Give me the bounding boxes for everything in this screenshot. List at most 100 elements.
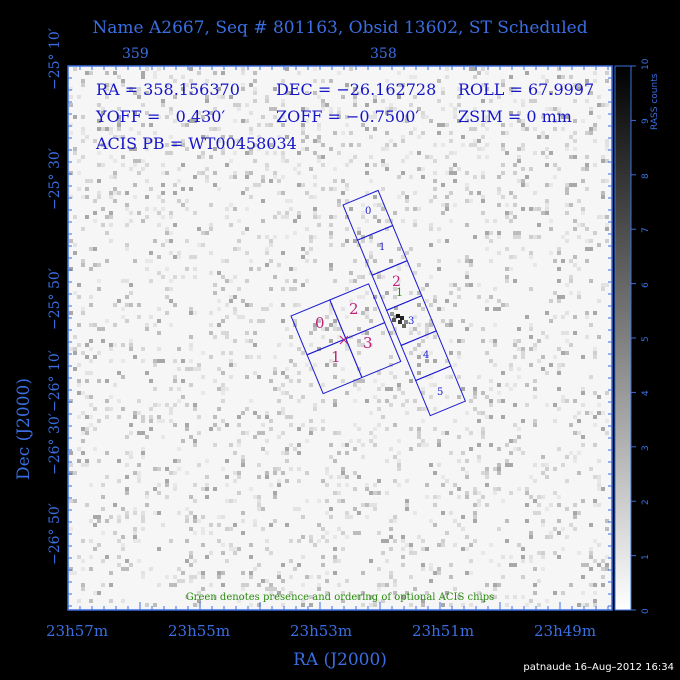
noise-pixel xyxy=(477,455,481,459)
noise-pixel xyxy=(433,335,437,339)
noise-pixel xyxy=(185,539,189,543)
noise-pixel xyxy=(189,307,193,311)
noise-pixel xyxy=(481,67,485,71)
noise-pixel xyxy=(353,531,357,535)
noise-pixel xyxy=(413,95,417,99)
noise-pixel xyxy=(213,71,217,75)
noise-pixel xyxy=(597,411,601,415)
noise-pixel xyxy=(501,123,505,127)
noise-pixel xyxy=(149,187,153,191)
noise-pixel xyxy=(545,135,549,139)
noise-pixel xyxy=(113,531,117,535)
noise-pixel xyxy=(573,399,577,403)
noise-pixel xyxy=(229,135,233,139)
noise-pixel xyxy=(169,411,173,415)
noise-pixel xyxy=(353,103,357,107)
noise-pixel xyxy=(89,371,93,375)
noise-pixel xyxy=(457,95,461,99)
noise-pixel xyxy=(233,139,237,143)
noise-pixel xyxy=(189,383,193,387)
noise-pixel xyxy=(285,375,289,379)
noise-pixel xyxy=(157,115,161,119)
noise-pixel xyxy=(333,559,337,563)
noise-pixel xyxy=(225,423,229,427)
noise-pixel xyxy=(537,579,541,583)
noise-pixel xyxy=(541,523,545,527)
noise-pixel xyxy=(77,379,81,383)
noise-pixel xyxy=(473,143,477,147)
noise-pixel xyxy=(565,187,569,191)
noise-pixel xyxy=(417,355,421,359)
noise-pixel xyxy=(449,339,453,343)
noise-pixel xyxy=(93,199,97,203)
noise-pixel xyxy=(509,367,513,371)
noise-pixel xyxy=(333,167,337,171)
noise-pixel xyxy=(241,587,245,591)
noise-pixel xyxy=(517,447,521,451)
noise-pixel xyxy=(545,203,549,207)
noise-pixel xyxy=(421,407,425,411)
noise-pixel xyxy=(101,583,105,587)
noise-pixel xyxy=(593,603,597,607)
noise-pixel xyxy=(505,539,509,543)
noise-pixel xyxy=(137,463,141,467)
noise-pixel xyxy=(313,403,317,407)
noise-pixel xyxy=(93,219,97,223)
noise-pixel xyxy=(269,587,273,591)
noise-pixel xyxy=(473,387,477,391)
noise-pixel xyxy=(113,323,117,327)
noise-pixel xyxy=(333,131,337,135)
noise-pixel xyxy=(209,127,213,131)
noise-pixel xyxy=(473,395,477,399)
noise-pixel xyxy=(357,475,361,479)
noise-pixel xyxy=(117,399,121,403)
noise-pixel xyxy=(297,303,301,307)
noise-pixel xyxy=(109,571,113,575)
noise-pixel xyxy=(553,107,557,111)
noise-pixel xyxy=(265,247,269,251)
noise-pixel xyxy=(89,539,93,543)
noise-pixel xyxy=(497,467,501,471)
noise-pixel xyxy=(245,151,249,155)
noise-pixel xyxy=(85,187,89,191)
noise-pixel xyxy=(417,151,421,155)
noise-pixel xyxy=(301,123,305,127)
noise-pixel xyxy=(313,323,317,327)
noise-pixel xyxy=(517,235,521,239)
noise-pixel xyxy=(285,135,289,139)
noise-pixel xyxy=(497,399,501,403)
colorbar-tick-label: 3 xyxy=(641,445,651,451)
noise-pixel xyxy=(557,111,561,115)
noise-pixel xyxy=(429,351,433,355)
noise-pixel xyxy=(509,491,513,495)
noise-pixel xyxy=(477,503,481,507)
noise-pixel xyxy=(329,267,333,271)
noise-pixel xyxy=(369,343,373,347)
noise-pixel xyxy=(333,403,337,407)
noise-pixel xyxy=(121,547,125,551)
noise-pixel xyxy=(597,503,601,507)
noise-pixel xyxy=(125,303,129,307)
noise-pixel xyxy=(169,299,173,303)
noise-pixel xyxy=(157,467,161,471)
noise-pixel xyxy=(249,603,253,607)
noise-pixel xyxy=(229,527,233,531)
noise-pixel xyxy=(105,87,109,91)
noise-pixel xyxy=(553,419,557,423)
noise-pixel xyxy=(277,135,281,139)
noise-pixel xyxy=(145,603,149,607)
noise-pixel xyxy=(153,359,157,363)
noise-pixel xyxy=(313,215,317,219)
noise-pixel xyxy=(209,551,213,555)
noise-pixel xyxy=(521,575,525,579)
noise-pixel xyxy=(329,359,333,363)
noise-pixel xyxy=(145,503,149,507)
noise-pixel xyxy=(457,375,461,379)
noise-pixel xyxy=(381,163,385,167)
noise-pixel xyxy=(261,179,265,183)
noise-pixel xyxy=(465,119,469,123)
noise-pixel xyxy=(217,575,221,579)
noise-pixel xyxy=(317,539,321,543)
noise-pixel xyxy=(513,595,517,599)
noise-pixel xyxy=(165,479,169,483)
